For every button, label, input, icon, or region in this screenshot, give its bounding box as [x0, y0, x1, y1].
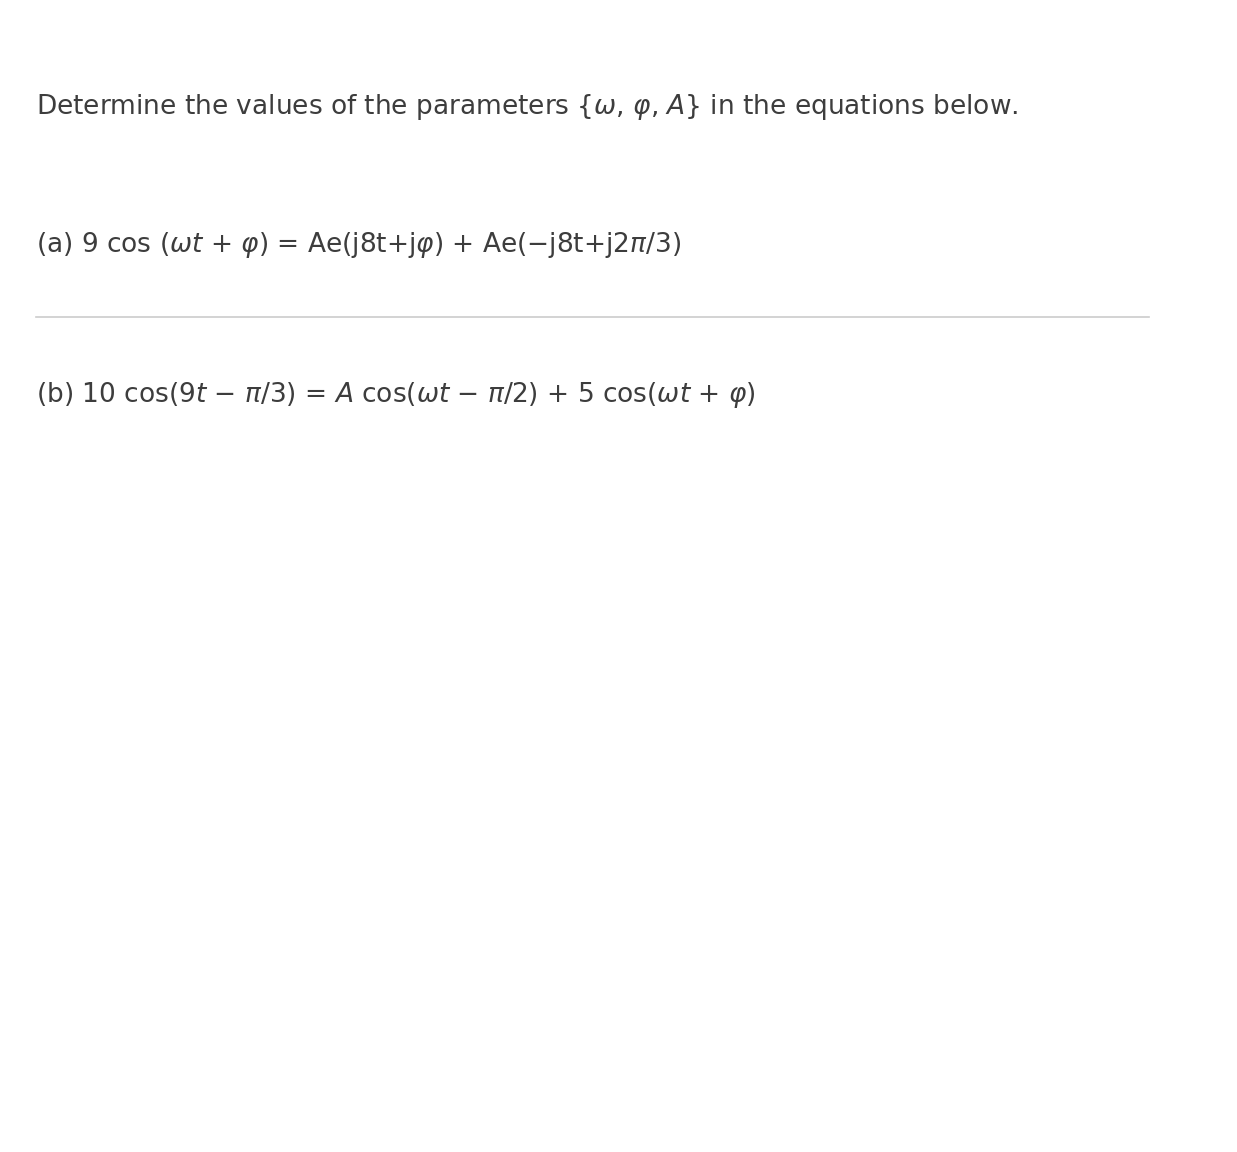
Text: (a) 9 cos ($\omega t$ + $\varphi$) = Ae(j8t+j$\varphi$) + Ae($-$j8t+j2$\pi$/3): (a) 9 cos ($\omega t$ + $\varphi$) = Ae(… — [36, 230, 680, 260]
Text: Determine the values of the parameters {$\omega$, $\varphi$, $A$} in the equatio: Determine the values of the parameters {… — [36, 92, 1018, 122]
Text: (b) 10 cos(9$t$ $-$ $\pi$/3) = $A$ cos($\omega t$ $-$ $\pi$/2) + 5 cos($\omega t: (b) 10 cos(9$t$ $-$ $\pi$/3) = $A$ cos($… — [36, 380, 755, 410]
